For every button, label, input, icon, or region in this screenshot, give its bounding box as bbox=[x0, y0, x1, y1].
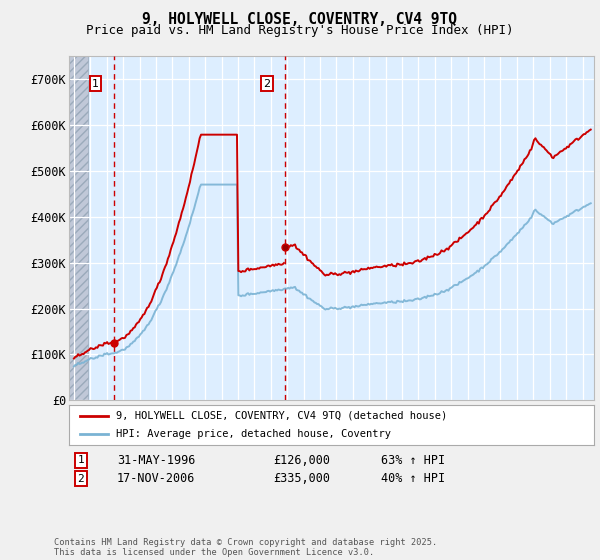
Text: HPI: Average price, detached house, Coventry: HPI: Average price, detached house, Cove… bbox=[116, 430, 391, 439]
Text: 17-NOV-2006: 17-NOV-2006 bbox=[117, 472, 196, 486]
Text: 9, HOLYWELL CLOSE, COVENTRY, CV4 9TQ: 9, HOLYWELL CLOSE, COVENTRY, CV4 9TQ bbox=[143, 12, 458, 27]
Text: Price paid vs. HM Land Registry's House Price Index (HPI): Price paid vs. HM Land Registry's House … bbox=[86, 24, 514, 36]
Bar bbox=[69, 56, 88, 400]
Text: 40% ↑ HPI: 40% ↑ HPI bbox=[381, 472, 445, 486]
Text: 31-MAY-1996: 31-MAY-1996 bbox=[117, 454, 196, 467]
Text: £335,000: £335,000 bbox=[273, 472, 330, 486]
Text: Contains HM Land Registry data © Crown copyright and database right 2025.
This d: Contains HM Land Registry data © Crown c… bbox=[54, 538, 437, 557]
Text: 1: 1 bbox=[77, 455, 85, 465]
Text: 2: 2 bbox=[77, 474, 85, 484]
Text: 1: 1 bbox=[92, 78, 99, 88]
Text: 2: 2 bbox=[263, 78, 271, 88]
Text: 9, HOLYWELL CLOSE, COVENTRY, CV4 9TQ (detached house): 9, HOLYWELL CLOSE, COVENTRY, CV4 9TQ (de… bbox=[116, 411, 448, 421]
Text: £126,000: £126,000 bbox=[273, 454, 330, 467]
Text: 63% ↑ HPI: 63% ↑ HPI bbox=[381, 454, 445, 467]
